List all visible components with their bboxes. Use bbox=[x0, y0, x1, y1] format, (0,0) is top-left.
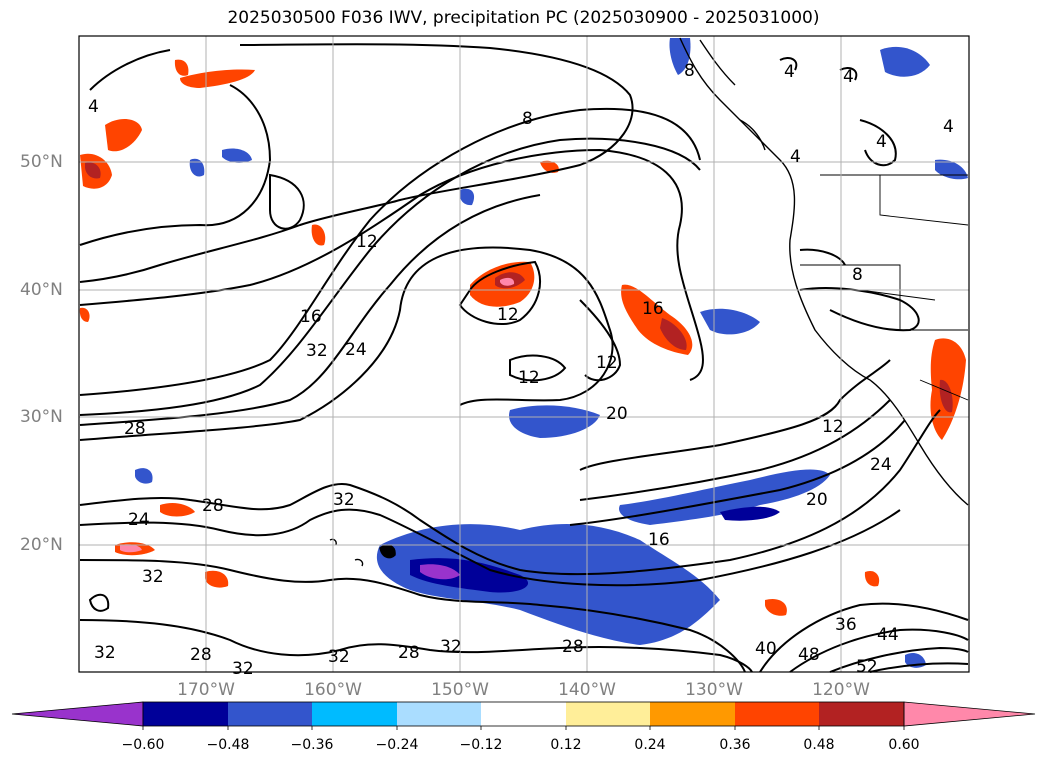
contour-label: 32 bbox=[440, 637, 462, 657]
contour-label: 28 bbox=[202, 496, 224, 516]
lon-label: 130°W bbox=[685, 680, 743, 700]
colorbar-tick-label: −0.24 bbox=[375, 737, 419, 753]
map-title: 2025030500 F036 IWV, precipitation PC (2… bbox=[227, 8, 820, 28]
contour-label: 4 bbox=[784, 62, 795, 82]
colorbar-tick-label: 0.36 bbox=[719, 737, 751, 753]
colorbar-tick-label: −0.60 bbox=[121, 737, 165, 753]
contour-label: 24 bbox=[870, 455, 892, 475]
contour-label: 4 bbox=[943, 117, 954, 137]
lon-label: 160°W bbox=[304, 680, 362, 700]
colorbar-tick-label: 0.24 bbox=[634, 737, 666, 753]
contour-label: 12 bbox=[518, 368, 540, 388]
contour-label: 16 bbox=[648, 530, 670, 550]
contour-label: 32 bbox=[232, 659, 254, 679]
contour-label: 32 bbox=[94, 643, 116, 663]
contour-label: 12 bbox=[356, 232, 378, 252]
contour-label: 12 bbox=[822, 417, 844, 437]
iwv-contour-labels: 4 4 4 4 4 4 8 8 8 12 12 12 12 12 16 16 1… bbox=[88, 61, 954, 679]
contour-label: 20 bbox=[606, 404, 628, 424]
colorbar-tick-label: 0.12 bbox=[550, 737, 582, 753]
contour-label: 4 bbox=[876, 132, 887, 152]
contour-label: 16 bbox=[642, 299, 664, 319]
contour-label: 44 bbox=[877, 625, 899, 645]
contour-label: 28 bbox=[190, 645, 212, 665]
contour-label: 4 bbox=[88, 97, 99, 117]
contour-label: 8 bbox=[522, 109, 533, 129]
contour-label: 32 bbox=[333, 490, 355, 510]
lat-label: 50°N bbox=[20, 152, 63, 172]
contour-label: 32 bbox=[328, 647, 350, 667]
precip-negative-areas bbox=[135, 38, 968, 668]
lon-label: 120°W bbox=[812, 680, 870, 700]
map-panel: 4 4 4 4 4 4 8 8 8 12 12 12 12 12 16 16 1… bbox=[78, 35, 970, 679]
lat-label: 40°N bbox=[20, 280, 63, 300]
contour-label: 40 bbox=[755, 639, 777, 659]
contour-label: 20 bbox=[806, 490, 828, 510]
colorbar-tick-label: 0.60 bbox=[888, 737, 920, 753]
contour-label: 12 bbox=[596, 353, 618, 373]
lon-label: 150°W bbox=[431, 680, 489, 700]
contour-label: 16 bbox=[300, 307, 322, 327]
contour-label: 8 bbox=[684, 61, 695, 81]
colorbar-tick-label: −0.36 bbox=[290, 737, 334, 753]
contour-label: 32 bbox=[306, 341, 328, 361]
colorbar-tick-label: −0.48 bbox=[206, 737, 250, 753]
coastlines bbox=[329, 37, 969, 567]
contour-label: 28 bbox=[398, 643, 420, 663]
lon-label: 140°W bbox=[558, 680, 616, 700]
lat-label: 30°N bbox=[20, 407, 63, 427]
contour-label: 8 bbox=[852, 265, 863, 285]
colorbar-tick-label: −0.12 bbox=[459, 737, 503, 753]
contour-label: 28 bbox=[562, 637, 584, 657]
contour-label: 24 bbox=[345, 340, 367, 360]
colorbar bbox=[11, 701, 1036, 730]
contour-label: 52 bbox=[856, 657, 878, 677]
lon-label: 170°W bbox=[177, 680, 235, 700]
colorbar-tick-label: 0.48 bbox=[803, 737, 835, 753]
contour-label: 48 bbox=[798, 645, 820, 665]
contour-label: 4 bbox=[790, 147, 801, 167]
lat-label: 20°N bbox=[20, 535, 63, 555]
graticule bbox=[79, 36, 969, 672]
contour-label: 4 bbox=[843, 67, 854, 87]
contour-label: 28 bbox=[124, 419, 146, 439]
contour-label: 36 bbox=[835, 615, 857, 635]
political-borders bbox=[800, 174, 969, 401]
contour-label: 12 bbox=[497, 305, 519, 325]
contour-label: 24 bbox=[128, 510, 150, 530]
contour-label: 32 bbox=[142, 567, 164, 587]
